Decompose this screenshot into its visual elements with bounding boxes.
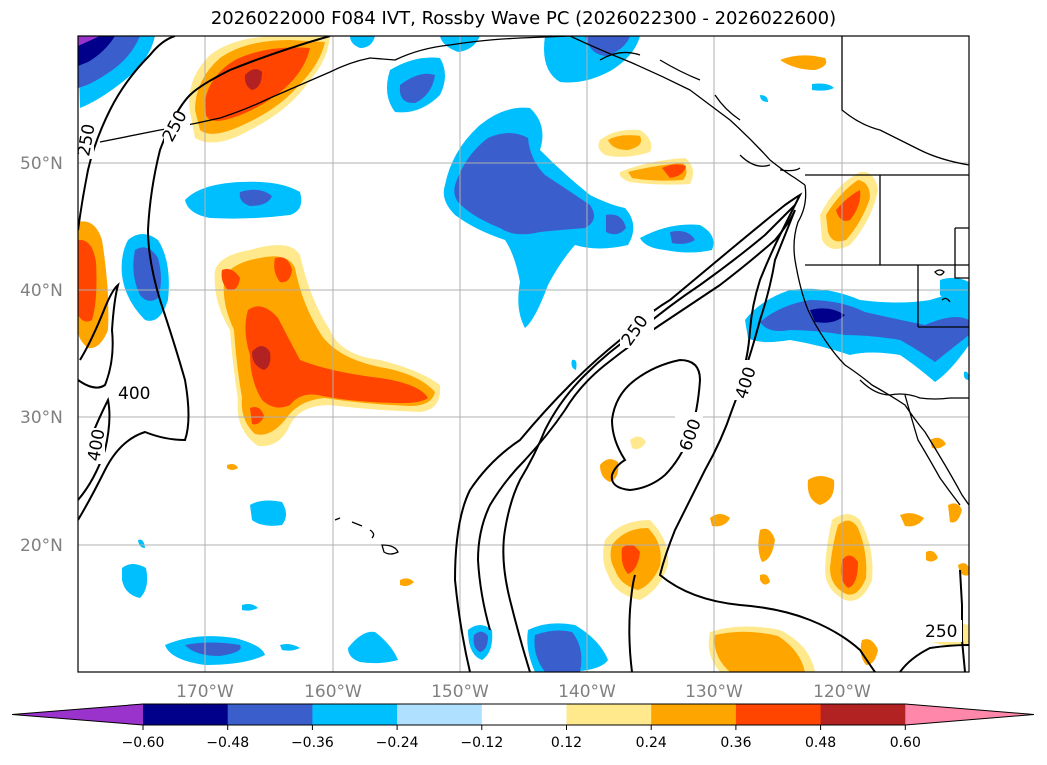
colorbar-extend-max [905,704,1034,725]
colorbar-tick-label: −0.60 [122,735,165,751]
colorbar-segment [481,704,567,725]
graticule [78,36,969,672]
colorbar-segment [820,704,906,725]
colorbar-segment [143,704,229,725]
map-title: 2026022000 F084 IVT, Rossby Wave PC (202… [210,8,837,29]
lon-label-140w: 140°W [558,682,616,702]
colorbar-extend-min [12,704,143,725]
colorbar-tick-label: 0.24 [636,735,667,751]
lon-label-120w: 120°W [813,682,871,702]
colorbar-segments [11,703,1035,726]
latitude-labels: 50°N 40°N 30°N 20°N [20,154,63,556]
colorbar-tick-label: 0.36 [720,735,751,751]
contour-label-250-se: 250 [925,622,957,642]
contour-label-400-west: 400 [118,384,150,404]
height-contours [78,36,969,672]
lat-label-30n: 30°N [20,408,63,428]
colorbar-segment [651,704,737,725]
contour-labels: 250 250 400 400 250 600 400 250 [74,107,962,642]
colorbar-tick-label: 0.12 [551,735,582,751]
colorbar-segment [735,704,822,725]
colorbar-segment [566,704,652,725]
longitude-labels: 170°W 160°W 150°W 140°W 130°W 120°W [176,682,871,702]
lat-label-20n: 20°N [20,536,63,556]
contour-label-250-west: 250 [74,122,99,157]
colorbar-tick-label: −0.48 [206,735,249,751]
ivt-shading [78,36,969,672]
colorbar-segment [312,704,398,725]
lon-label-160w: 160°W [304,682,362,702]
colorbar-tick-label: −0.24 [376,735,419,751]
colorbar-segment [397,704,483,725]
colorbar-tick-label: 0.48 [805,735,836,751]
lat-label-40n: 40°N [20,281,63,301]
colorbar-tick-label: 0.60 [890,735,921,751]
colorbar-ticks: −0.60 −0.48 −0.36 −0.24 −0.12 0.12 0.24 0.36 0.4… [122,725,921,751]
lon-label-170w: 170°W [176,682,234,702]
colorbar-tick-label: −0.36 [291,735,334,751]
colorbar-segment [227,704,313,725]
lon-label-150w: 150°W [431,682,489,702]
coastlines [99,36,969,555]
map-content: 250 250 400 400 250 600 400 250 [74,36,969,672]
plot-frame [77,35,970,673]
colorbar: −0.60 −0.48 −0.36 −0.24 −0.12 0.12 0.24 0.36 0.4… [11,703,1035,751]
lat-label-50n: 50°N [20,154,63,174]
colorbar-tick-label: −0.12 [460,735,503,751]
lon-label-130w: 130°W [685,682,743,702]
